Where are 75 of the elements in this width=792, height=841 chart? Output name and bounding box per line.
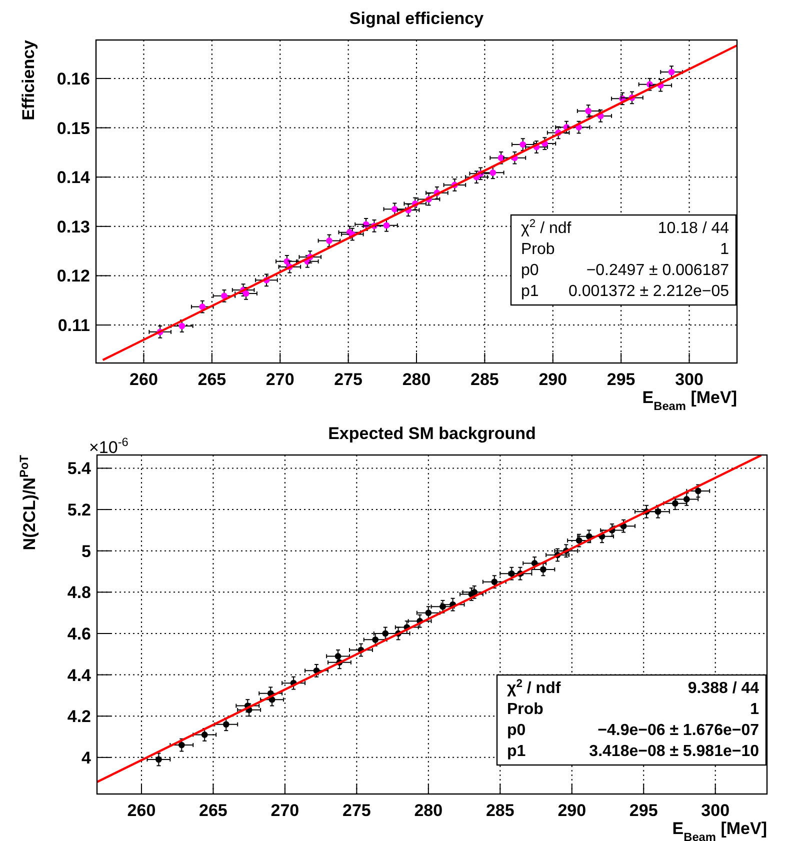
point xyxy=(576,537,582,544)
point xyxy=(585,108,592,114)
x-tick-label: 295 xyxy=(629,801,658,820)
x-tick-label: 290 xyxy=(538,370,568,389)
x-tick-label: 300 xyxy=(675,370,704,389)
x-tick-label: 275 xyxy=(342,801,371,820)
point xyxy=(199,304,206,310)
annotation: 10.18 / 44 xyxy=(658,220,730,237)
point xyxy=(683,496,690,502)
x-tick-label: 270 xyxy=(270,801,300,820)
annotation: χ$^{2}$ / ndf xyxy=(507,678,562,697)
x-tick-label: 260 xyxy=(130,370,158,389)
annotation: 3.418e−08 ± 5.981e−10 xyxy=(589,743,760,760)
y-tick-label: 4.6 xyxy=(67,624,91,644)
annotation: χ$^{2}$ / ndf xyxy=(521,218,572,237)
annotation: −0.2497 ± 0.006187 xyxy=(586,262,730,279)
point xyxy=(654,508,662,515)
y-tick-label: 0.15 xyxy=(56,118,90,138)
point xyxy=(178,322,186,330)
x-tick-label: 265 xyxy=(198,370,226,389)
annotation: ×10$^{-6}$ xyxy=(89,435,129,457)
y-tick-label: 0.11 xyxy=(58,316,90,336)
annotation: 1 xyxy=(750,701,760,718)
x-axis-title: E$_{Beam}$ [MeV] xyxy=(672,819,767,841)
y-tick-label: 5.4 xyxy=(67,459,92,478)
annotation: −4.9e−06 ± 1.676e−07 xyxy=(598,722,760,739)
chart-title: Signal efficiency xyxy=(349,9,484,28)
x-tick-label: 280 xyxy=(414,801,443,820)
y-tick-label: 0.12 xyxy=(56,266,90,286)
y-axis-title: Efficiency xyxy=(19,39,38,120)
point xyxy=(471,588,478,596)
y-tick-label: 4.2 xyxy=(67,707,91,726)
y-tick-label: 0.13 xyxy=(56,217,90,236)
annotation: p0 xyxy=(521,262,539,279)
x-tick-label: 285 xyxy=(470,370,499,389)
point xyxy=(155,756,162,763)
y-tick-label: 4.4 xyxy=(67,666,92,685)
annotation: p1 xyxy=(521,283,539,300)
x-tick-label: 290 xyxy=(558,801,586,820)
annotation: p1 xyxy=(507,743,526,760)
point xyxy=(222,721,230,728)
y-tick-label: 5.2 xyxy=(67,500,91,520)
point xyxy=(672,500,678,507)
point xyxy=(491,578,498,586)
y-tick-label: 0.16 xyxy=(56,69,90,88)
point xyxy=(383,222,390,229)
y-tick-label: 5 xyxy=(82,542,91,561)
annotation: p0 xyxy=(507,722,526,739)
x-tick-label: 295 xyxy=(606,370,636,389)
x-tick-label: 300 xyxy=(701,801,730,820)
annotation: 9.388 / 44 xyxy=(688,680,760,697)
point xyxy=(668,68,675,76)
point xyxy=(694,488,702,494)
x-tick-label: 280 xyxy=(402,370,431,389)
chart-title: Expected SM background xyxy=(328,424,536,443)
point xyxy=(540,566,546,573)
annotation: 1 xyxy=(720,241,730,258)
y-tick-label: 0.14 xyxy=(56,168,91,188)
x-tick-label: 285 xyxy=(486,801,514,820)
point xyxy=(372,636,379,643)
annotation: 0.001372 ± 2.212e−05 xyxy=(568,283,730,300)
annotation: Prob xyxy=(521,241,555,258)
y-tick-label: 4.8 xyxy=(67,583,91,602)
x-axis-title: E$_{Beam}$ [MeV] xyxy=(642,388,737,413)
annotation: Prob xyxy=(507,701,544,718)
x-tick-label: 265 xyxy=(199,801,228,820)
point xyxy=(221,292,228,300)
point xyxy=(201,732,208,738)
point xyxy=(425,610,432,616)
x-tick-label: 260 xyxy=(127,801,156,820)
x-tick-label: 270 xyxy=(266,370,294,389)
point xyxy=(326,238,332,244)
x-tick-label: 275 xyxy=(334,370,362,389)
point xyxy=(178,742,185,748)
y-tick-label: 4 xyxy=(82,748,92,768)
